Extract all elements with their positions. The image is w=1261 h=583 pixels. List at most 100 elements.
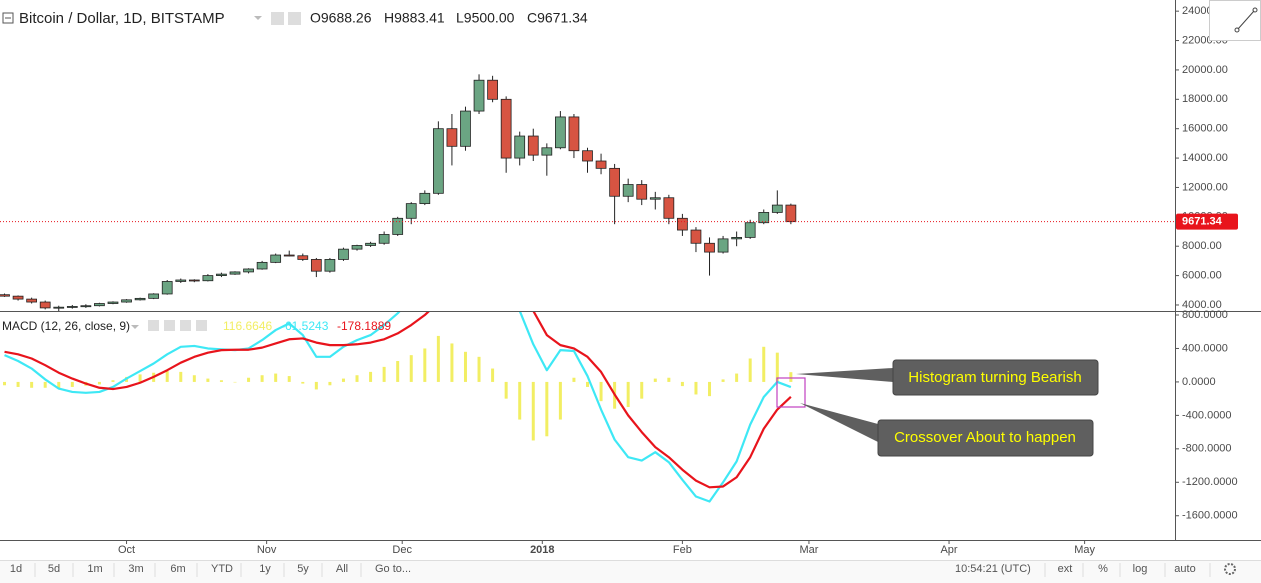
price-pane (0, 74, 1175, 311)
y-tick-label: 20000.00 (1182, 64, 1228, 76)
candle-body (66, 306, 78, 308)
dropdown-icon[interactable] (131, 325, 139, 329)
y-tick-label: 4000.00 (1182, 299, 1222, 311)
trend-line-icon-end (1234, 27, 1240, 33)
option-button[interactable]: % (1098, 563, 1108, 575)
option-button[interactable]: ext (1058, 563, 1073, 575)
x-tick-label: Mar (799, 544, 818, 556)
candle-body (595, 160, 607, 169)
histogram-bar (179, 371, 183, 382)
eye-icon[interactable] (148, 320, 159, 331)
histogram-bar (450, 343, 454, 382)
callout-pointer (800, 403, 878, 442)
macd-pane (3, 312, 793, 503)
histogram-bar (16, 381, 20, 387)
x-tick-label: May (1074, 544, 1095, 556)
candle-body (94, 303, 105, 307)
candle-body (432, 128, 444, 194)
candle-body (636, 184, 648, 200)
collapse-icon[interactable] (2, 12, 14, 24)
remove-icon[interactable] (196, 320, 207, 331)
histogram-bar (640, 381, 644, 399)
histogram-bar (260, 375, 264, 382)
candle-body (297, 255, 309, 260)
range-button[interactable]: 3m (128, 563, 143, 575)
range-button[interactable]: 5y (297, 563, 309, 575)
candle-body (107, 301, 119, 304)
candle-body (202, 275, 214, 282)
candle-body (446, 128, 458, 147)
histogram-bar (735, 373, 739, 382)
drawing-tool-button[interactable] (1209, 0, 1261, 41)
highlight-box (776, 377, 806, 408)
range-button[interactable]: 6m (170, 563, 185, 575)
candle-body (324, 259, 336, 272)
range-button[interactable]: 5d (48, 563, 60, 575)
y-tick-label: -1600.0000 (1182, 510, 1238, 522)
histogram-bar (436, 335, 440, 382)
histogram-bar (558, 381, 562, 420)
y-tick-label: 12000.00 (1182, 181, 1228, 193)
histogram-bar (287, 376, 291, 382)
histogram-bar (138, 374, 142, 382)
histogram-bar (111, 380, 115, 382)
open-label: O9688.26 (310, 10, 372, 26)
range-button[interactable]: YTD (211, 563, 233, 575)
candle-body (338, 248, 349, 260)
range-button[interactable]: 1d (10, 563, 22, 575)
candle-body (310, 259, 322, 272)
add-icon[interactable] (180, 320, 191, 331)
candle-body (351, 245, 363, 250)
callout-box (892, 359, 1099, 396)
settings-icon[interactable] (164, 320, 175, 331)
candle-body (500, 98, 512, 159)
candle-body (80, 305, 92, 308)
candle-body (229, 271, 241, 275)
settings-icon[interactable] (271, 12, 284, 25)
candle-body (487, 79, 498, 100)
candle-body (649, 197, 661, 200)
histogram-bar (423, 348, 427, 382)
candle-body (785, 204, 797, 223)
indicator-line (4, 312, 792, 503)
candle-body (663, 197, 675, 219)
histogram-bar (463, 351, 467, 382)
histogram-bar (219, 380, 223, 382)
clock: 10:54:21 (UTC) (955, 563, 1031, 575)
histogram-bar (789, 372, 793, 382)
candle-body (622, 184, 634, 197)
histogram-bar (626, 381, 630, 408)
y-tick-label: 0.0000 (1182, 376, 1216, 388)
y-tick-label: 8000.00 (1182, 240, 1222, 252)
x-tick-label: 2018 (530, 544, 554, 556)
histogram-bar (328, 381, 332, 386)
y-tick-label: 18000.00 (1182, 93, 1228, 105)
option-button[interactable]: log (1133, 563, 1148, 575)
candle-body (270, 254, 282, 263)
candle-body (527, 135, 539, 156)
x-tick-label: Oct (118, 544, 135, 556)
histogram-bar (192, 375, 196, 382)
callout-pointer (796, 368, 893, 382)
range-button[interactable]: 1y (259, 563, 271, 575)
last-price-label: 9671.34 (1182, 216, 1223, 228)
histogram-bar (382, 366, 386, 382)
histogram-bar (721, 379, 725, 382)
range-button[interactable]: All (336, 563, 348, 575)
macd-title: MACD (12, 26, close, 9) (2, 319, 130, 333)
histogram-bar (233, 381, 237, 383)
histogram-bar (748, 358, 752, 382)
dropdown-icon[interactable] (254, 16, 262, 20)
histogram-bar (599, 381, 603, 402)
option-button[interactable]: auto (1174, 563, 1195, 575)
hide-icon[interactable] (288, 12, 301, 25)
range-button[interactable]: 1m (87, 563, 102, 575)
settings-button[interactable] (1224, 563, 1236, 575)
candle-body (771, 204, 783, 213)
candle-body (175, 279, 187, 282)
histogram-bar (70, 381, 74, 387)
last-price-marker (1176, 213, 1238, 230)
goto-button[interactable]: Go to... (375, 563, 411, 575)
histogram-bar (491, 368, 495, 382)
